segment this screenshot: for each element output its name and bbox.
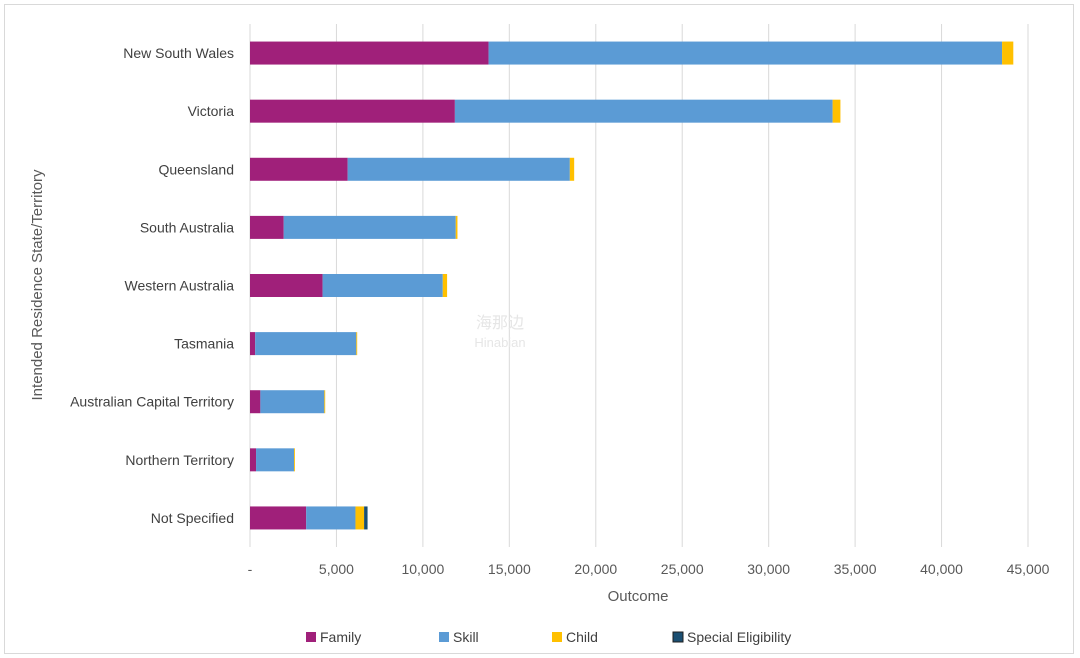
bar-skill-7 — [256, 448, 295, 472]
bar-child-7 — [294, 448, 295, 472]
x-tick-label-1: 5,000 — [319, 561, 354, 577]
bar-skill-4 — [322, 274, 443, 297]
category-label-0: New South Wales — [123, 45, 234, 61]
bar-child-5 — [356, 332, 358, 356]
x-tick-label-2: 10,000 — [401, 561, 444, 577]
bar-skill-5 — [255, 332, 357, 356]
legend-swatch-family — [306, 632, 316, 642]
legend-label-skill: Skill — [453, 629, 479, 645]
bar-family-7 — [250, 448, 257, 472]
x-tick-label-7: 35,000 — [834, 561, 877, 577]
legend-swatch-skill — [439, 632, 449, 642]
watermark-text-cn: 海那边 — [476, 314, 524, 332]
bar-family-4 — [250, 274, 323, 297]
legend-swatch-child — [552, 632, 562, 642]
category-label-5: Tasmania — [174, 336, 234, 352]
bar-child-0 — [1002, 41, 1014, 65]
x-tick-label-3: 15,000 — [488, 561, 531, 577]
legend: Family Skill Child Special Eligibility — [306, 629, 791, 645]
bar-family-2 — [250, 157, 348, 181]
x-axis-title: Outcome — [608, 588, 669, 605]
category-label-6: Australian Capital Territory — [70, 394, 234, 410]
category-label-3: South Australia — [140, 219, 234, 235]
bar-skill-1 — [454, 99, 833, 123]
bars — [250, 41, 1014, 530]
bar-family-3 — [250, 215, 284, 239]
category-label-1: Victoria — [188, 103, 235, 119]
bar-child-4 — [442, 274, 448, 297]
x-tick-label-5: 25,000 — [661, 561, 704, 577]
legend-swatch-special-eligibility — [672, 631, 684, 643]
x-tick-label-0: - — [248, 561, 253, 577]
x-tick-label-8: 40,000 — [920, 561, 963, 577]
category-label-4: Western Australia — [125, 278, 235, 294]
bar-child-1 — [832, 99, 841, 123]
bar-skill-0 — [488, 41, 1003, 65]
bar-family-1 — [250, 99, 455, 123]
bar-child-8 — [355, 506, 365, 530]
bar-skill-8 — [306, 506, 356, 530]
legend-label-child: Child — [566, 629, 598, 645]
watermark: 海那边 Hinabian — [474, 314, 525, 350]
bar-special-eligibility-8 — [364, 506, 368, 530]
x-tick-label-4: 20,000 — [574, 561, 617, 577]
bar-skill-3 — [283, 215, 456, 239]
bar-child-2 — [569, 157, 575, 181]
category-labels: New South Wales Victoria Queensland South A… — [70, 45, 234, 526]
watermark-text-en: Hinabian — [474, 335, 525, 350]
x-tick-labels: - 5,000 10,000 15,000 20,000 25,000 30,000 35,0… — [248, 561, 1050, 577]
x-tick-label-6: 30,000 — [747, 561, 790, 577]
bar-skill-6 — [260, 390, 325, 414]
bar-family-6 — [250, 390, 261, 414]
bar-family-0 — [250, 41, 489, 65]
bar-child-3 — [455, 215, 458, 239]
y-axis-title: Intended Residence State/Territory — [29, 169, 46, 400]
x-tick-label-9: 45,000 — [1007, 561, 1050, 577]
category-label-7: Northern Territory — [125, 452, 234, 468]
legend-label-special-eligibility: Special Eligibility — [687, 629, 791, 645]
bar-family-8 — [250, 506, 307, 530]
category-label-8: Not Specified — [151, 510, 234, 526]
bar-skill-2 — [347, 157, 570, 181]
bar-child-6 — [324, 390, 326, 414]
legend-label-family: Family — [320, 629, 361, 645]
category-label-2: Queensland — [158, 161, 234, 177]
bar-family-5 — [250, 332, 256, 356]
